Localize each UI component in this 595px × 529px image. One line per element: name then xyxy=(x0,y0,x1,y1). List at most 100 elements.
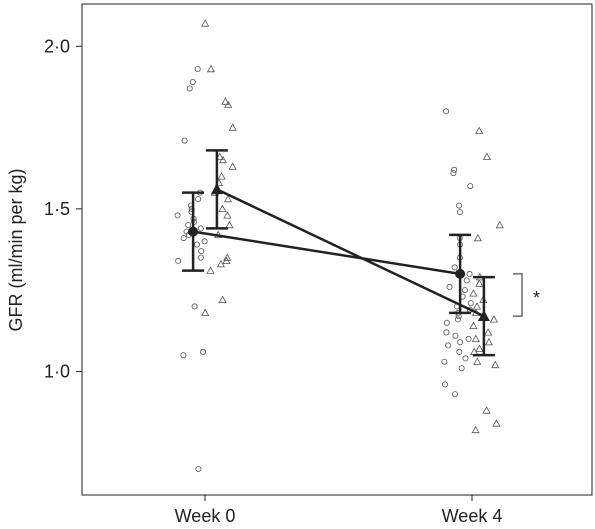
x-tick-label: Week 4 xyxy=(442,506,503,526)
circle-point xyxy=(185,222,192,229)
triangle-point xyxy=(475,279,484,287)
triangle-point xyxy=(201,308,210,316)
mean-marker-circle xyxy=(455,268,466,279)
triangle-point xyxy=(201,19,210,27)
triangle-point xyxy=(482,152,491,160)
circle-point xyxy=(441,381,448,388)
circle-point xyxy=(198,248,205,255)
triangle-point xyxy=(473,233,482,242)
circle-point xyxy=(443,108,450,115)
mean-connector-line xyxy=(216,188,485,318)
circle-point xyxy=(175,257,182,264)
circle-point xyxy=(197,254,204,261)
summary-stats xyxy=(182,149,495,357)
circle-point xyxy=(467,183,474,190)
triangle-point xyxy=(223,211,232,219)
y-tick-label: 2·0 xyxy=(44,36,70,56)
triangle-point xyxy=(472,302,482,310)
triangle-point xyxy=(469,321,478,329)
mean-marker-triangle xyxy=(210,183,223,195)
triangle-point xyxy=(222,256,231,264)
triangle-point xyxy=(228,123,237,131)
circle-point xyxy=(195,465,202,472)
triangle-point xyxy=(223,194,233,203)
mean-marker-triangle xyxy=(477,310,490,321)
circle-point xyxy=(451,264,458,271)
circle-point xyxy=(200,348,207,355)
triangle-point xyxy=(225,220,234,229)
circle-point xyxy=(466,270,473,277)
triangle-point xyxy=(492,419,501,427)
circle-point xyxy=(452,332,459,339)
circle-point xyxy=(174,212,181,219)
circle-point xyxy=(450,170,457,177)
y-tick-label: 1·5 xyxy=(44,199,70,219)
triangle-point xyxy=(491,360,500,369)
circle-point xyxy=(458,365,465,372)
circle-point xyxy=(180,352,187,359)
circle-point xyxy=(443,329,450,336)
y-axis-ticks: 1·0 1·5 2·0 xyxy=(44,36,82,381)
circle-point xyxy=(201,238,208,245)
circle-point xyxy=(456,202,463,209)
circle-point xyxy=(457,339,464,346)
circle-point xyxy=(194,66,201,73)
triangle-point xyxy=(224,100,233,108)
annotations: * xyxy=(513,273,540,317)
circle-point xyxy=(181,137,188,144)
circle-point xyxy=(193,241,200,248)
triangle-point xyxy=(489,315,498,323)
triangle-point xyxy=(228,162,237,170)
circle-point xyxy=(451,391,458,398)
triangle-point xyxy=(484,337,493,346)
triangle-point xyxy=(475,344,484,352)
plot-frame xyxy=(81,3,593,496)
significance-star: * xyxy=(533,288,540,308)
circle-point xyxy=(445,342,452,349)
circle-point xyxy=(441,358,448,365)
circle-point xyxy=(195,196,202,203)
triangle-point xyxy=(206,266,215,274)
y-tick-label: 1·0 xyxy=(44,361,70,381)
triangle-point xyxy=(482,406,491,414)
circle-point xyxy=(456,209,463,216)
circle-point xyxy=(456,348,463,355)
x-tick-label: Week 0 xyxy=(175,506,236,526)
circle-point xyxy=(180,235,187,242)
triangle-point xyxy=(495,220,504,229)
circle-point xyxy=(451,166,458,173)
circle-point xyxy=(463,277,470,284)
y-axis-label: GFR (ml/min per kg) xyxy=(6,168,26,331)
circle-point xyxy=(465,335,472,342)
circle-point xyxy=(197,225,204,232)
triangle-point xyxy=(469,289,478,297)
triangle-point xyxy=(219,155,228,164)
circle-point xyxy=(443,319,450,326)
triangle-point xyxy=(218,204,227,212)
circle-point xyxy=(467,300,474,307)
triangle-point xyxy=(471,425,480,434)
data-points xyxy=(174,19,504,472)
circle-point xyxy=(454,316,461,323)
triangle-point xyxy=(484,328,493,336)
triangle-point xyxy=(216,259,225,268)
mean-marker-circle xyxy=(188,226,199,237)
triangle-point xyxy=(206,64,216,73)
circle-point xyxy=(446,283,453,290)
triangle-point xyxy=(473,357,482,365)
significance-bracket xyxy=(513,273,523,317)
triangle-point xyxy=(475,126,484,134)
triangle-point xyxy=(223,253,232,261)
triangle-point xyxy=(221,97,230,105)
circle-point xyxy=(462,355,469,362)
triangle-point xyxy=(471,334,480,342)
circle-point xyxy=(189,79,196,86)
circle-point xyxy=(186,85,193,92)
triangle-point xyxy=(217,172,226,180)
circle-point xyxy=(191,303,198,310)
x-axis-ticks: Week 0 Week 4 xyxy=(175,495,503,526)
mean-connector-line xyxy=(192,230,461,276)
triangle-point xyxy=(218,295,227,303)
circle-point xyxy=(461,287,468,294)
